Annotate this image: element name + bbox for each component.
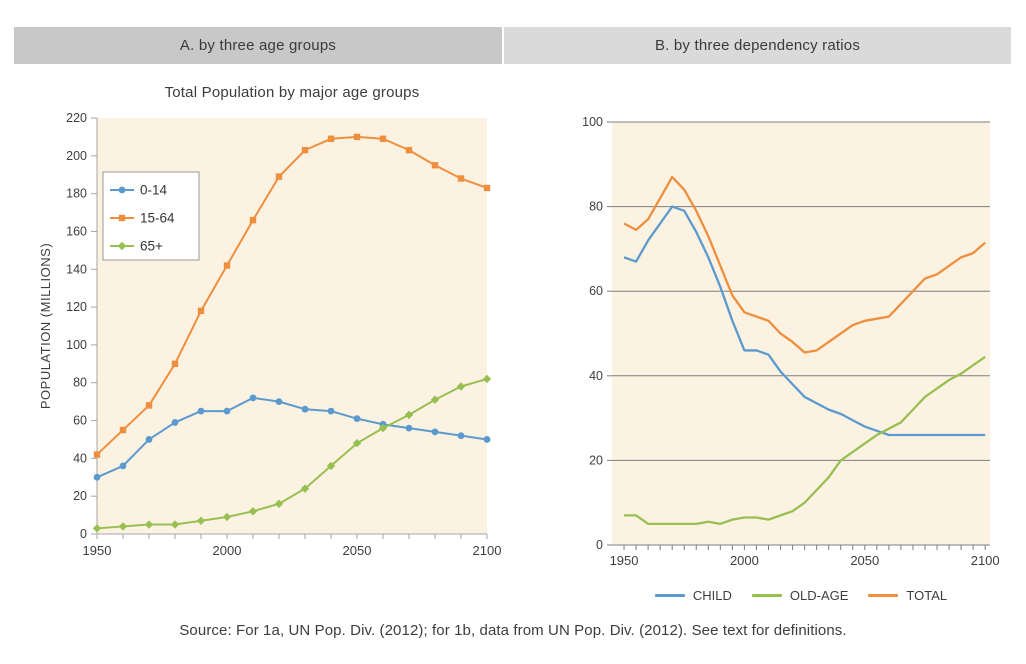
source-note: Source: For 1a, UN Pop. Div. (2012); for… bbox=[179, 622, 847, 639]
panel-a-legend: 0-14 15-64 65+ bbox=[102, 171, 200, 261]
x-tick-label: 2050 bbox=[850, 553, 879, 568]
panel-a-header-label: A. by three age groups bbox=[179, 37, 337, 54]
y-tick-label: 20 bbox=[73, 489, 87, 503]
y-tick-label: 100 bbox=[582, 115, 603, 129]
panel-a-chart: 0 20 40 60 80 100 120 140 160 180 200 220 1950 2000 20… bbox=[38, 111, 502, 558]
x-tick-label: 2050 bbox=[343, 543, 372, 558]
legend-item-child: CHILD bbox=[654, 588, 732, 603]
panel-b-legend: CHILD OLD-AGE TOTAL bbox=[600, 588, 1002, 603]
x-tick-label: 1950 bbox=[83, 543, 112, 558]
y-tick-label: 60 bbox=[589, 284, 603, 298]
x-tick-label: 2000 bbox=[730, 553, 759, 568]
y-axis-title: POPULATION (MILLIONS) bbox=[38, 243, 53, 409]
series-TOTAL bbox=[623, 175, 986, 354]
legend-label: 65+ bbox=[140, 239, 163, 254]
series-OLD-AGE bbox=[624, 355, 986, 526]
y-tick-label: 180 bbox=[66, 187, 87, 201]
y-tick-label: 80 bbox=[589, 200, 603, 214]
legend-item-old-age: OLD-AGE bbox=[751, 588, 849, 603]
legend-swatch bbox=[868, 594, 899, 597]
legend-label: 15-64 bbox=[140, 211, 175, 226]
y-tick-label: 100 bbox=[66, 338, 87, 352]
legend-swatch bbox=[751, 594, 782, 597]
panel-b-header: B. by three dependency ratios bbox=[504, 27, 1011, 64]
y-tick-label: 40 bbox=[73, 451, 87, 465]
y-tick-label: 0 bbox=[80, 527, 87, 541]
y-tick-label: 40 bbox=[589, 369, 603, 383]
plot-area bbox=[612, 122, 990, 545]
legend-label: TOTAL bbox=[906, 588, 948, 603]
y-tick-label: 120 bbox=[66, 300, 87, 314]
y-tick-label: 80 bbox=[73, 376, 87, 390]
panel-b-header-label: B. by three dependency ratios bbox=[654, 37, 861, 54]
legend-swatch bbox=[654, 594, 685, 597]
y-tick-label: 0 bbox=[596, 538, 603, 552]
legend-item-total: TOTAL bbox=[868, 588, 947, 603]
panel-b-chart: 0 20 40 60 80 100 1950 2000 2050 2100 bbox=[582, 115, 1000, 568]
legend-label: OLD-AGE bbox=[789, 588, 849, 603]
series-CHILD bbox=[623, 205, 986, 437]
panel-a-title: Total Population by major age groups bbox=[164, 84, 420, 101]
y-tick-label: 200 bbox=[66, 149, 87, 163]
y-tick-label: 220 bbox=[66, 111, 87, 125]
x-tick-label: 2100 bbox=[473, 543, 502, 558]
y-tick-label: 140 bbox=[66, 262, 87, 276]
panel-a-header: A. by three age groups bbox=[14, 27, 502, 64]
y-tick-label: 60 bbox=[73, 414, 87, 428]
x-tick-label: 2000 bbox=[213, 543, 242, 558]
y-tick-label: 20 bbox=[589, 453, 603, 467]
x-tick-label: 2100 bbox=[971, 553, 1000, 568]
series-15-64 bbox=[93, 133, 491, 458]
legend-label: CHILD bbox=[692, 588, 732, 603]
series-0-14 bbox=[93, 394, 491, 481]
legend-label: 0-14 bbox=[140, 183, 168, 198]
x-tick-label: 1950 bbox=[610, 553, 639, 568]
y-tick-label: 160 bbox=[66, 224, 87, 238]
